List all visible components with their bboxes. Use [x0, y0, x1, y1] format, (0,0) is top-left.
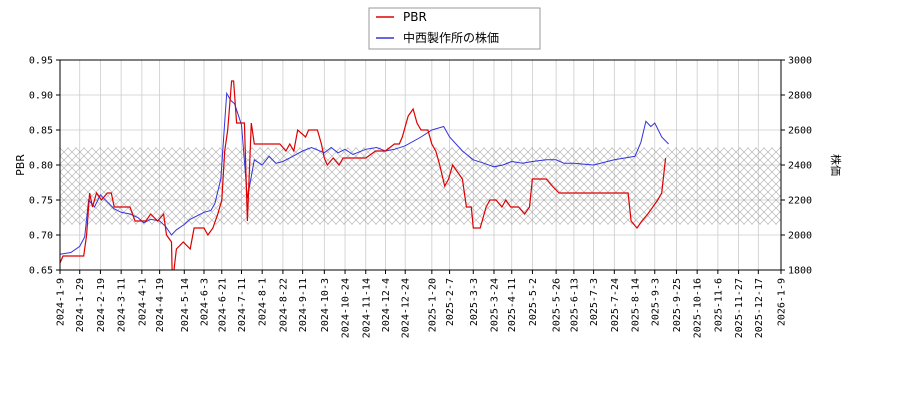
x-tick-label: 2024-5-14: [180, 278, 191, 332]
x-tick-label: 2025-6-13: [569, 278, 580, 332]
legend-price-label: 中西製作所の株価: [403, 30, 499, 45]
x-tick-label: 2024-1-9: [56, 278, 67, 326]
x-tick-label: 2025-2-7: [445, 278, 456, 326]
x-tick-label: 2025-9-25: [672, 278, 683, 332]
x-tick-label: 2025-11-6: [713, 278, 724, 332]
hatched-band: [60, 147, 781, 225]
x-tick-label: 2025-9-3: [650, 278, 661, 326]
x-tick-label: 2024-7-11: [237, 278, 248, 332]
left-tick-label: 0.75: [29, 196, 53, 207]
right-tick-label: 2400: [788, 161, 812, 172]
right-tick-label: 2600: [788, 126, 812, 137]
left-tick-label: 0.95: [29, 56, 53, 67]
right-tick-label: 1800: [788, 266, 812, 277]
x-tick-label: 2025-3-3: [469, 278, 480, 326]
right-tick-label: 2000: [788, 231, 812, 242]
left-axis-ticks: 0.65 0.70 0.75 0.80 0.85 0.90 0.95: [29, 56, 60, 277]
x-tick-label: 2025-10-16: [693, 278, 704, 338]
x-tick-label: 2024-1-29: [75, 278, 86, 332]
x-tick-label: 2024-9-11: [298, 278, 309, 332]
x-tick-label: 2024-6-3: [200, 278, 211, 326]
x-tick-label: 2024-2-19: [96, 278, 107, 332]
x-tick-label: 2025-3-24: [489, 278, 500, 332]
x-tick-label: 2025-8-14: [631, 278, 642, 332]
x-tick-label: 2024-11-14: [361, 278, 372, 338]
legend: PBR 中西製作所の株価: [368, 7, 541, 50]
left-tick-label: 0.85: [29, 126, 53, 137]
x-tick-label: 2024-10-24: [341, 278, 352, 338]
x-tick-label: 2025-12-17: [754, 278, 765, 338]
x-tick-label: 2025-7-3: [589, 278, 600, 326]
pbr-line: [60, 80, 667, 270]
x-tick-label: 2025-11-27: [734, 278, 745, 338]
x-tick-label: 2025-1-20: [427, 278, 438, 332]
x-tick-label: 2024-8-1: [258, 278, 269, 326]
x-tick-label: 2024-4-19: [155, 278, 166, 332]
price-line: [60, 91, 669, 255]
left-tick-label: 0.65: [29, 266, 53, 277]
legend-pbr-label: PBR: [403, 10, 427, 24]
right-axis-ticks: 1800 2000 2200 2400 2600 2800 3000: [781, 56, 812, 277]
x-axis-ticks: 2024-1-9 2024-1-29 2024-2-19 2024-3-11 2024-…: [56, 270, 788, 338]
x-tick-label: 2024-4-1: [137, 278, 148, 326]
left-tick-label: 0.80: [29, 161, 53, 172]
left-tick-label: 0.70: [29, 231, 53, 242]
x-tick-label: 2026-1-9: [777, 278, 788, 326]
right-tick-label: 2800: [788, 91, 812, 102]
x-tick-label: 2025-4-11: [507, 278, 518, 332]
x-tick-label: 2025-5-2: [528, 278, 539, 326]
x-tick-label: 2025-5-26: [552, 278, 563, 332]
x-tick-label: 2024-8-22: [278, 278, 289, 332]
right-tick-label: 3000: [788, 56, 812, 67]
left-tick-label: 0.90: [29, 91, 53, 102]
x-tick-label: 2024-12-24: [401, 278, 412, 338]
right-tick-label: 2200: [788, 196, 812, 207]
left-axis-label: PBR: [14, 154, 27, 176]
x-tick-label: 2025-7-24: [610, 278, 621, 332]
x-tick-label: 2024-3-11: [117, 278, 128, 332]
x-tick-label: 2024-12-4: [381, 278, 392, 332]
legend-box: [368, 7, 541, 50]
x-tick-label: 2024-6-21: [217, 278, 228, 332]
right-axis-label: 株価: [829, 154, 843, 176]
x-tick-label: 2024-10-3: [320, 278, 331, 332]
